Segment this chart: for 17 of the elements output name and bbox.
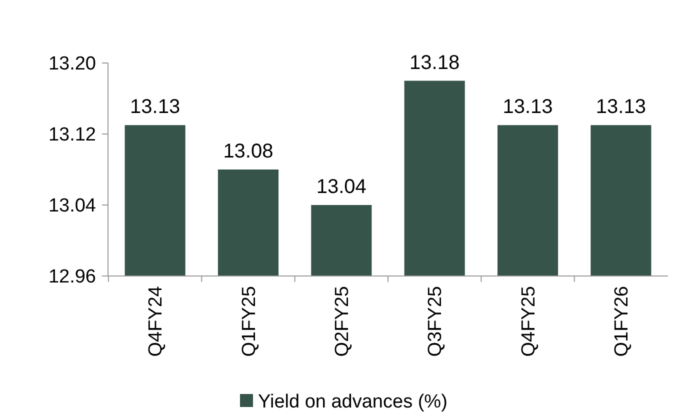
data-label: 13.13 <box>596 96 646 118</box>
x-tick-label: Q1FY26 <box>612 286 633 357</box>
data-label: 13.18 <box>410 52 460 74</box>
data-label: 13.13 <box>130 96 180 118</box>
x-tick-label: Q2FY25 <box>332 286 354 357</box>
x-tick-label: Q4FY25 <box>518 286 540 357</box>
y-tick-label: 12.96 <box>48 266 96 288</box>
x-tick-label: Q1FY25 <box>238 286 260 357</box>
y-tick-label: 13.12 <box>48 124 96 146</box>
y-tick-label: 13.20 <box>48 54 96 75</box>
x-tick-label: Q3FY25 <box>425 286 446 357</box>
x-tick-label: Q4FY24 <box>146 286 167 357</box>
data-label: 13.13 <box>502 96 553 118</box>
data-label: 13.04 <box>316 176 366 198</box>
data-label: 13.08 <box>223 140 274 162</box>
y-tick-label: 13.04 <box>48 196 96 217</box>
legend-label: Yield on advances (%) <box>258 392 448 413</box>
